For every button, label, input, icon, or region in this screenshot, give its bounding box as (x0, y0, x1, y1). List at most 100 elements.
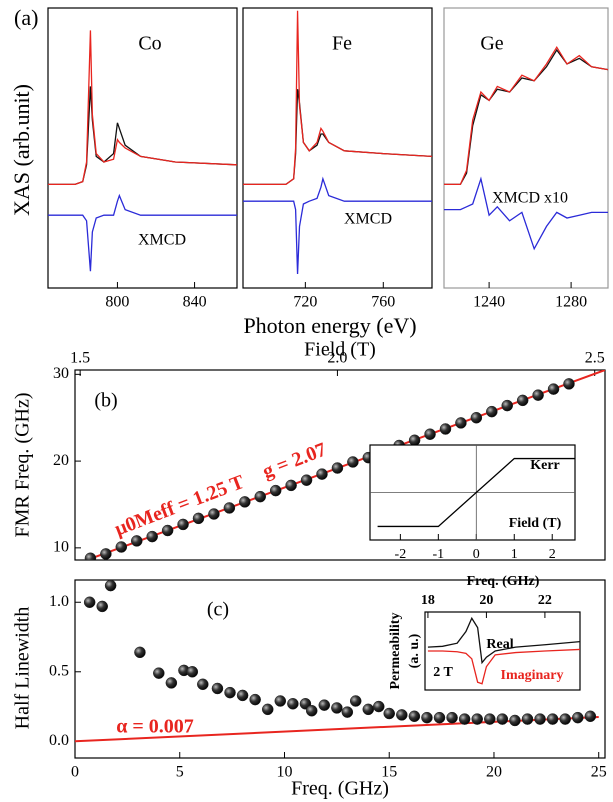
panel: 1240 1280 Ge XMCD x10 (443, 7, 609, 311)
data-point (362, 703, 375, 716)
series-group (84, 370, 605, 560)
annotation: XMCD x10 (492, 190, 568, 207)
x-tick-label: 1.5 (70, 350, 90, 367)
x-tick-label: 20 (479, 593, 493, 608)
data-point (130, 535, 143, 547)
data-point (197, 678, 209, 691)
data-point (192, 512, 205, 525)
data-point (223, 502, 236, 514)
x-tick-label: 2.5 (585, 350, 605, 367)
data-point (331, 462, 344, 474)
x-tick-label: 800 (105, 294, 129, 311)
x-tick-label: 18 (421, 593, 435, 608)
x-tick-label: 15 (381, 764, 397, 781)
x-tick-label: -1 (432, 547, 444, 562)
y-axis-label: XAS (arb.unit) (9, 84, 34, 216)
x-tick-label: 1 (511, 547, 518, 562)
data-point (496, 713, 509, 725)
data-point (455, 417, 467, 429)
data-point (408, 710, 421, 723)
panel: -2 -1 0 1 2 Kerr Field (T) (369, 444, 576, 562)
data-point (458, 713, 471, 725)
data-point (563, 378, 575, 390)
series-group (444, 45, 608, 251)
data-point (383, 707, 395, 720)
data-line (48, 86, 237, 186)
y-tick-label: 30 (53, 365, 69, 382)
x-tick-label: 5 (176, 764, 184, 781)
data-point (224, 686, 236, 699)
series-group (427, 616, 580, 685)
data-point (486, 405, 498, 418)
x-tick-label: 760 (371, 294, 395, 311)
data-point (373, 700, 385, 713)
panel-label: (c) (207, 599, 229, 621)
data-point (424, 428, 436, 440)
annotation: Field (T) (509, 516, 562, 531)
data-point (115, 541, 128, 553)
data-point (584, 710, 597, 723)
data-point (236, 689, 249, 702)
data-point (83, 596, 96, 608)
panel-title: Co (138, 33, 161, 55)
data-point (165, 677, 178, 689)
x-tick-label: 10 (276, 764, 292, 781)
plot-frame (74, 579, 606, 759)
data-point (396, 709, 408, 721)
x-tick-label: 840 (183, 294, 207, 311)
panel: 720 760 Fe XMCD (242, 7, 433, 311)
data-point (331, 702, 343, 714)
data-point (100, 548, 112, 560)
x-tick-label: 1280 (555, 294, 587, 311)
data-point (501, 399, 513, 412)
x-axis-label: Photon energy (eV) (243, 313, 416, 338)
data-point (446, 711, 458, 724)
data-point (146, 530, 158, 543)
data-point (305, 704, 318, 717)
data-point (96, 600, 108, 613)
data-point (484, 713, 496, 725)
data-point (509, 714, 521, 727)
series-group (243, 10, 432, 275)
data-point (269, 484, 282, 497)
data-line (243, 10, 432, 186)
x-tick-label: 22 (538, 593, 552, 608)
x-axis-label: Freq. (GHz) (467, 574, 540, 589)
data-point (516, 394, 529, 407)
panel: 0 5 10 15 20 25 0.0 0.5 1.0 (c) Freq. (GHz) Half Li… (12, 579, 607, 800)
data-point (239, 496, 251, 508)
data-line (377, 457, 575, 528)
x-tick-label: 2.0 (327, 350, 347, 367)
plot-frame (242, 7, 433, 289)
x-tick-label: 2 (549, 547, 556, 562)
data-point (287, 698, 299, 710)
data-point (559, 713, 571, 725)
data-point (177, 518, 189, 531)
data-point (349, 695, 362, 707)
x-tick-label: 20 (486, 764, 502, 781)
y-axis-label: (a. u.) (407, 633, 422, 668)
data-point (421, 711, 433, 724)
x-axis-label: Field (T) (304, 339, 376, 361)
x-tick-label: 720 (293, 294, 317, 311)
data-point (521, 713, 534, 725)
data-point (318, 699, 331, 711)
y-tick-label: 1.0 (49, 593, 69, 610)
annotation: XMCD (138, 232, 186, 249)
annotation: 2 T (433, 665, 453, 680)
data-line (243, 176, 432, 275)
data-point (572, 711, 584, 724)
x-tick-label: 1240 (473, 294, 505, 311)
data-point (347, 456, 359, 468)
y-axis-label: FMR Freq. (GHz) (12, 393, 34, 538)
data-point (274, 695, 287, 707)
data-line (427, 648, 580, 685)
annotation: Real (486, 637, 513, 652)
data-line (444, 45, 608, 186)
data-point (249, 693, 261, 706)
annotation: α = 0.007 (116, 716, 194, 738)
y-tick-label: 0.5 (49, 662, 69, 679)
y-axis-label: Half Linewidth (12, 607, 34, 730)
y-tick-label: 0.0 (49, 732, 69, 749)
